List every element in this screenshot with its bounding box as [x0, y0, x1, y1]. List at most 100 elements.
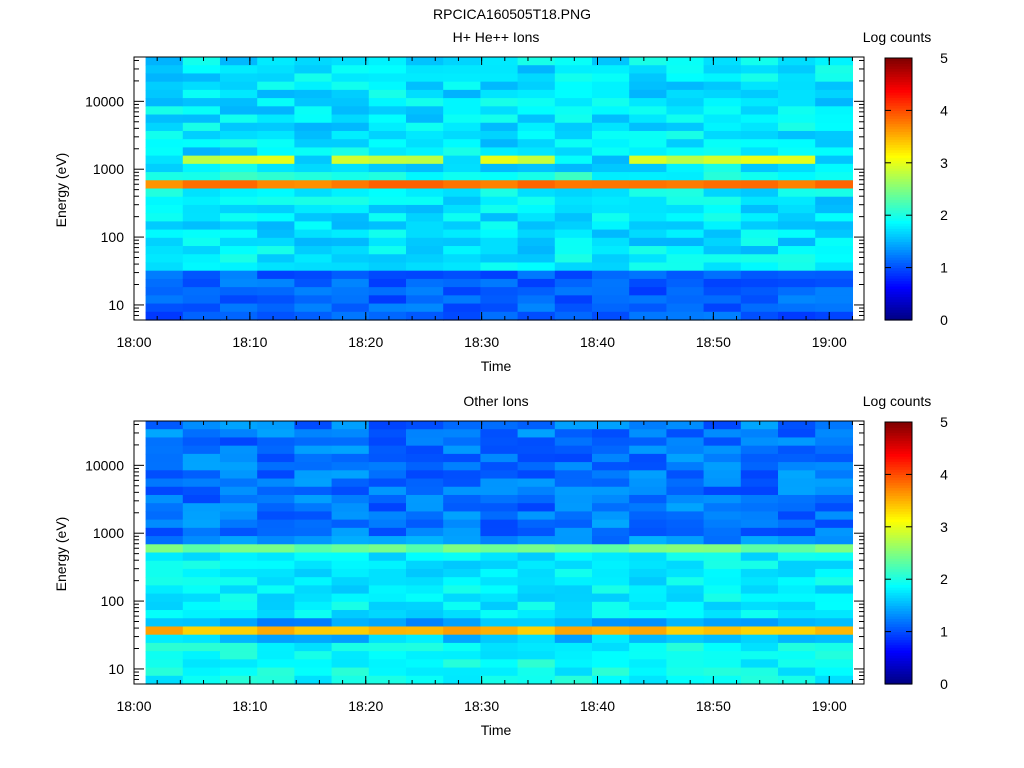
colorbar-segment: [885, 442, 912, 447]
heatmap-cell: [666, 246, 705, 255]
colorbar-segment: [885, 312, 912, 316]
heatmap-cell: [145, 462, 184, 471]
heatmap-cell: [629, 560, 667, 570]
heatmap-cell: [629, 213, 667, 222]
heatmap-cell: [294, 527, 333, 537]
x-tick-label: 18:10: [232, 334, 267, 350]
heatmap-cell: [554, 139, 593, 149]
heatmap-cell: [331, 246, 370, 255]
heatmap-cell: [554, 626, 593, 636]
heatmap-cell: [629, 503, 667, 513]
heatmap-cell: [294, 462, 333, 471]
heatmap-cell: [182, 536, 221, 545]
colorbar-segment: [885, 199, 912, 203]
heatmap-cell: [182, 634, 221, 644]
heatmap-cell: [145, 642, 184, 652]
heatmap-cell: [368, 163, 407, 173]
heatmap-cell: [182, 270, 221, 280]
heatmap-cell: [480, 303, 519, 313]
heatmap-cell: [815, 270, 854, 280]
heatmap-cell: [517, 642, 556, 652]
heatmap-cell: [257, 139, 295, 149]
heatmap-cell: [740, 122, 779, 132]
heatmap-cell: [219, 445, 258, 455]
heatmap-cell: [294, 122, 333, 132]
heatmap-cell: [666, 560, 705, 570]
heatmap-cell: [480, 114, 519, 124]
heatmap-cell: [629, 445, 667, 455]
heatmap-cell: [740, 98, 779, 107]
heatmap-cell: [517, 527, 556, 537]
heatmap-cell: [406, 421, 444, 430]
heatmap-cell: [703, 527, 742, 537]
heatmap-cell: [666, 163, 705, 173]
heatmap-cell: [294, 262, 333, 272]
heatmap-cell: [145, 478, 184, 488]
heatmap-cell: [480, 122, 519, 132]
heatmap-cell: [145, 122, 184, 132]
heatmap-cell: [778, 659, 816, 669]
x-axis: 18:00 18:10 18:20 18:30 18:40 18:50 19:00: [116, 57, 853, 350]
heatmap-cell: [257, 163, 295, 173]
heatmap-cell: [368, 675, 407, 685]
heatmap-cell: [294, 429, 333, 439]
heatmap-cell: [480, 453, 519, 463]
colorbar-segment: [885, 73, 912, 77]
heatmap-cell: [406, 270, 444, 280]
colorbar-segment: [885, 123, 912, 127]
heatmap-cell: [182, 429, 221, 439]
heatmap-cell: [517, 270, 556, 280]
heatmap-cell: [219, 81, 258, 91]
heatmap-cell: [778, 155, 816, 165]
heatmap-cell: [331, 486, 370, 496]
heatmap-cell: [257, 470, 295, 480]
colorbar-segment: [885, 668, 912, 672]
heatmap-cell: [740, 163, 779, 173]
heatmap-cell: [554, 651, 593, 660]
heatmap-cell: [294, 519, 333, 529]
colorbar-segment: [885, 592, 912, 596]
colorbar-tick-label: 2: [940, 571, 948, 587]
heatmap-cell: [554, 73, 593, 83]
heatmap-cell: [815, 642, 854, 652]
heatmap-cell: [703, 429, 742, 439]
heatmap-cell: [406, 213, 444, 222]
heatmap-cell: [592, 254, 630, 264]
heatmap-cell: [703, 196, 742, 206]
heatmap-cell: [740, 246, 779, 255]
colorbar-segment: [885, 288, 912, 292]
heatmap-cell: [740, 73, 779, 83]
heatmap-cell: [480, 568, 519, 578]
heatmap-cell: [703, 98, 742, 107]
colorbar-segment: [885, 542, 912, 546]
heatmap-cell: [554, 552, 593, 562]
heatmap-cell: [703, 618, 742, 628]
heatmap-cell: [629, 626, 667, 636]
colorbar-segment: [885, 225, 912, 229]
y-tick-label: 10000: [85, 457, 124, 473]
heatmap-cell: [406, 114, 444, 124]
heatmap-cell: [778, 303, 816, 313]
heatmap-cell: [778, 511, 816, 521]
heatmap-cell: [666, 221, 705, 231]
heatmap-cell: [406, 560, 444, 570]
heatmap-cell: [517, 221, 556, 231]
heatmap-cell: [219, 593, 258, 603]
heatmap-cell: [368, 237, 407, 247]
heatmap-cell: [219, 172, 258, 181]
heatmap-cell: [182, 462, 221, 471]
heatmap-cell: [331, 437, 370, 447]
heatmap-cell: [740, 429, 779, 439]
heatmap-cell: [219, 478, 258, 488]
heatmap-cell: [443, 213, 481, 222]
heatmap-cell: [740, 57, 779, 66]
heatmap-cell: [554, 287, 593, 296]
colorbar-segment: [885, 474, 912, 478]
heatmap-cell: [368, 601, 407, 611]
heatmap-cell: [368, 262, 407, 272]
heatmap-cell: [480, 172, 519, 181]
colorbar-segment: [885, 304, 912, 308]
heatmap-cell: [480, 295, 519, 305]
heatmap-cell: [629, 246, 667, 255]
heatmap-cell: [703, 163, 742, 173]
